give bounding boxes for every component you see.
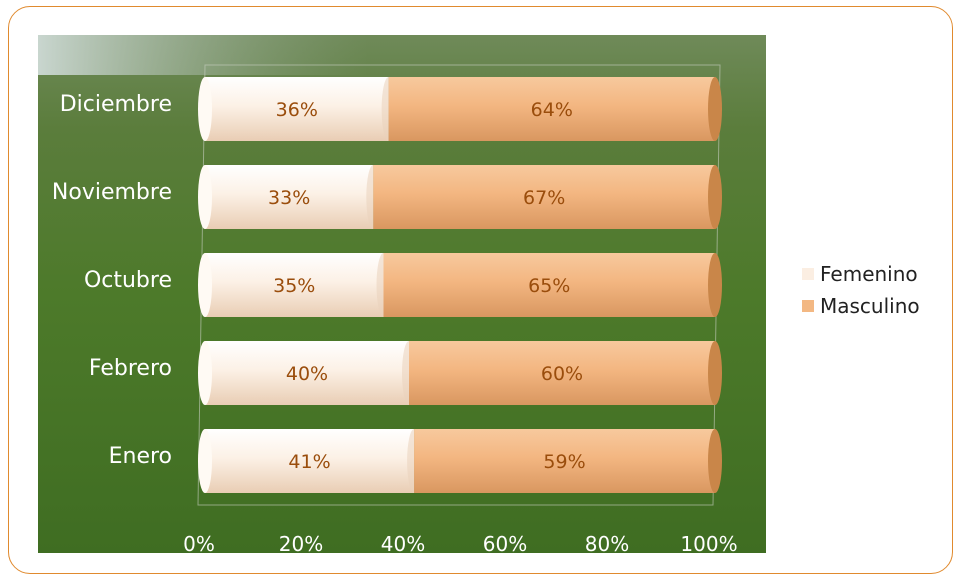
bar-start-cap-diciembre bbox=[198, 77, 212, 141]
data-label-masculino-diciembre: 64% bbox=[531, 99, 573, 121]
legend-swatch-femenino bbox=[802, 268, 814, 280]
legend-item-femenino: Femenino bbox=[802, 258, 920, 290]
category-label-diciembre: Diciembre bbox=[60, 92, 172, 117]
bar-femenino-febrero bbox=[205, 341, 409, 405]
bar-masculino-febrero bbox=[409, 341, 715, 405]
data-label-masculino-febrero: 60% bbox=[541, 363, 583, 385]
legend-label-masculino: Masculino bbox=[820, 294, 920, 318]
bar-start-cap-enero bbox=[198, 429, 212, 493]
bar-start-cap-noviembre bbox=[198, 165, 212, 229]
category-label-noviembre: Noviembre bbox=[52, 180, 172, 205]
legend-swatch-masculino bbox=[802, 300, 814, 312]
bar-masculino-octubre bbox=[383, 253, 715, 317]
bar-cap-masculino-febrero bbox=[708, 341, 722, 405]
x-tick-label-5: 100% bbox=[680, 532, 737, 556]
category-label-febrero: Febrero bbox=[89, 356, 172, 381]
bar-cap-masculino-enero bbox=[708, 429, 722, 493]
category-label-octubre: Octubre bbox=[84, 268, 172, 293]
category-label-enero: Enero bbox=[109, 444, 172, 469]
x-tick-label-2: 40% bbox=[381, 532, 425, 556]
data-label-femenino-diciembre: 36% bbox=[276, 99, 318, 121]
legend: Femenino Masculino bbox=[802, 258, 920, 322]
data-label-femenino-octubre: 35% bbox=[273, 275, 315, 297]
data-label-femenino-febrero: 40% bbox=[286, 363, 328, 385]
bar-masculino-enero bbox=[414, 429, 715, 493]
bar-femenino-diciembre bbox=[205, 77, 389, 141]
x-tick-label-3: 60% bbox=[483, 532, 527, 556]
bar-masculino-diciembre bbox=[388, 77, 715, 141]
x-tick-label-1: 20% bbox=[279, 532, 323, 556]
data-label-masculino-enero: 59% bbox=[543, 451, 585, 473]
bar-femenino-octubre bbox=[205, 253, 384, 317]
photo-sky bbox=[38, 35, 368, 75]
data-label-femenino-noviembre: 33% bbox=[268, 187, 310, 209]
chart-frame bbox=[8, 6, 953, 574]
bar-cap-masculino-octubre bbox=[708, 253, 722, 317]
bar-masculino-noviembre bbox=[373, 165, 715, 229]
legend-item-masculino: Masculino bbox=[802, 290, 920, 322]
x-tick-label-0: 0% bbox=[183, 532, 215, 556]
bar-cap-masculino-diciembre bbox=[708, 77, 722, 141]
legend-label-femenino: Femenino bbox=[820, 262, 918, 286]
bar-femenino-enero bbox=[205, 429, 415, 493]
bar-cap-masculino-noviembre bbox=[708, 165, 722, 229]
x-tick-label-4: 80% bbox=[585, 532, 629, 556]
data-label-femenino-enero: 41% bbox=[288, 451, 330, 473]
bar-start-cap-febrero bbox=[198, 341, 212, 405]
bar-femenino-noviembre bbox=[205, 165, 374, 229]
data-label-masculino-octubre: 65% bbox=[528, 275, 570, 297]
bar-start-cap-octubre bbox=[198, 253, 212, 317]
data-label-masculino-noviembre: 67% bbox=[523, 187, 565, 209]
